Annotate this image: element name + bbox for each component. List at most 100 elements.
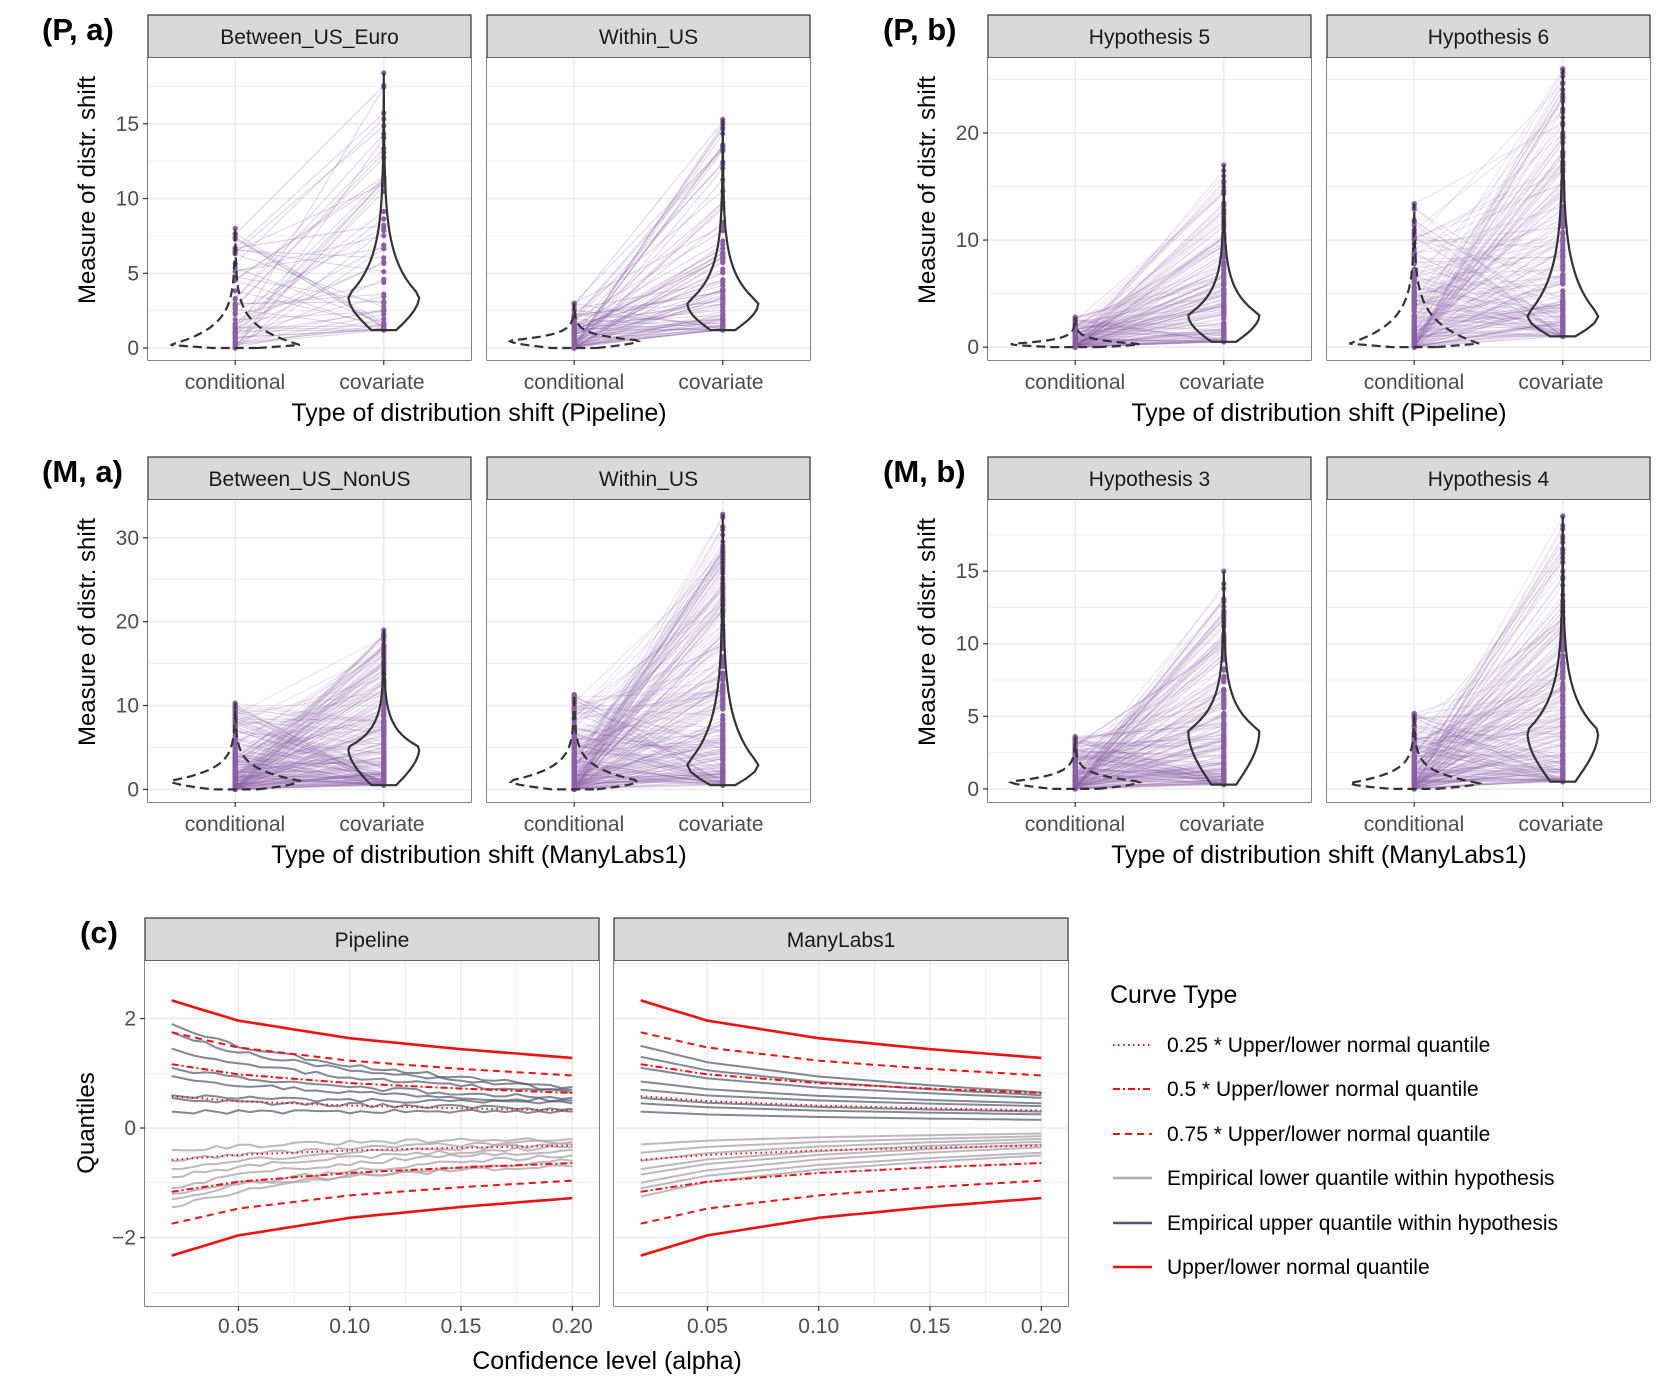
connecting-line: [574, 310, 723, 349]
connecting-line: [574, 324, 723, 339]
connecting-line: [1414, 299, 1563, 333]
connecting-line: [234, 125, 385, 253]
connecting-line: [234, 157, 385, 307]
xlabel-p-a: Type of distribution shift (Pipeline): [291, 399, 666, 427]
connecting-line: [1075, 331, 1224, 346]
connecting-line: [1074, 202, 1225, 348]
panel-c: Quantiles Pipeline 0.05 0.10 0.15 0.20−202 …: [73, 917, 1069, 1375]
connecting-line: [234, 244, 385, 330]
covariate-point: [1221, 761, 1227, 767]
tag-p-a: (P, a): [42, 12, 114, 47]
connecting-line: [234, 237, 385, 329]
connecting-line: [1413, 93, 1564, 324]
y-tick-label: 0: [127, 337, 139, 360]
connecting-line: [1414, 321, 1563, 348]
connecting-line: [235, 235, 384, 272]
facet-p-b-2: Hypothesis 6 conditional covariate: [1326, 14, 1651, 394]
connecting-line: [1414, 294, 1563, 344]
covariate-point: [1221, 281, 1227, 287]
connecting-line: [573, 205, 724, 349]
connecting-line: [1075, 292, 1224, 340]
connecting-line: [1413, 210, 1564, 304]
legend-item-quarter-normal: 0.25 * Upper/lower normal quantile: [1113, 1034, 1490, 1057]
connecting-line: [574, 301, 723, 315]
covariate-point: [1221, 756, 1227, 762]
connecting-line: [1074, 276, 1225, 348]
covariate-point: [381, 228, 387, 234]
connecting-line: [1075, 319, 1224, 343]
connecting-line: [1075, 322, 1224, 339]
connecting-line: [1074, 265, 1225, 348]
connecting-line: [1075, 334, 1224, 348]
connecting-line: [1414, 300, 1563, 340]
connecting-line: [1414, 171, 1563, 240]
conditional-point: [1411, 308, 1417, 315]
covariate-point: [1221, 277, 1227, 283]
covariate-point: [381, 751, 387, 757]
covariate-point: [1221, 766, 1227, 772]
connecting-line: [1075, 338, 1224, 343]
connecting-line: [574, 303, 723, 323]
connecting-line: [1414, 334, 1563, 337]
connecting-line: [1414, 317, 1563, 328]
connecting-line: [1413, 259, 1564, 333]
connecting-line: [1413, 251, 1564, 336]
covariate-point: [1221, 721, 1227, 727]
x-tick-label: 0.20: [1021, 1315, 1062, 1338]
connecting-line: [574, 328, 723, 347]
connecting-line: [1414, 283, 1563, 321]
connecting-line: [1075, 314, 1224, 347]
legend-item-three-quarter-normal: 0.75 * Upper/lower normal quantile: [1113, 1123, 1490, 1146]
connecting-line: [1414, 238, 1563, 281]
facet-p-a-2: Within_US conditional covariate: [486, 14, 811, 394]
covariate-point: [720, 288, 726, 295]
conditional-point: [1411, 285, 1417, 291]
covariate-point: [1560, 237, 1566, 243]
panel-p-b: Measure of distr. shift Hypothesis 5 010…: [914, 14, 1651, 427]
connecting-line: [1413, 199, 1564, 331]
covariate-point: [381, 216, 387, 222]
connecting-line: [1075, 318, 1224, 348]
conditional-point: [571, 692, 577, 698]
connecting-line: [574, 271, 723, 334]
conditional-point: [232, 336, 238, 342]
connecting-line: [234, 85, 385, 235]
covariate-point: [381, 761, 387, 767]
connecting-line: [1414, 329, 1563, 346]
connecting-line: [1075, 276, 1224, 319]
connecting-line: [1413, 82, 1564, 241]
connecting-line: [1414, 309, 1563, 334]
covariate-point: [381, 729, 387, 735]
legend-title: Curve Type: [1110, 981, 1237, 1009]
connecting-line: [1414, 304, 1563, 348]
connecting-line: [1075, 288, 1224, 327]
connecting-line: [573, 121, 724, 306]
legend-item-empirical-lower: Empirical lower quantile within hypothes…: [1113, 1167, 1555, 1190]
connecting-line: [1074, 210, 1225, 347]
connecting-line: [234, 233, 385, 327]
connecting-line: [1414, 219, 1563, 280]
connecting-line: [1075, 310, 1224, 339]
connecting-line: [1075, 282, 1224, 348]
connecting-line: [574, 329, 723, 346]
covariate-point: [1560, 745, 1566, 751]
strip-label-m-b-1: Hypothesis 3: [1089, 468, 1210, 491]
connecting-line: [1074, 182, 1225, 347]
connecting-line: [1413, 161, 1564, 337]
connecting-line: [1414, 239, 1563, 293]
connecting-line: [574, 291, 723, 319]
connecting-line: [1075, 322, 1224, 327]
connecting-line: [1075, 312, 1224, 346]
connecting-line: [574, 303, 723, 338]
connecting-line: [574, 329, 723, 331]
connecting-line: [1414, 333, 1563, 348]
connecting-line: [1074, 254, 1225, 341]
connecting-line: [574, 318, 723, 341]
connecting-line: [1075, 283, 1224, 346]
connecting-line: [1413, 222, 1564, 337]
connecting-line: [234, 112, 385, 250]
connecting-line: [234, 148, 385, 300]
connecting-line: [1414, 274, 1563, 336]
